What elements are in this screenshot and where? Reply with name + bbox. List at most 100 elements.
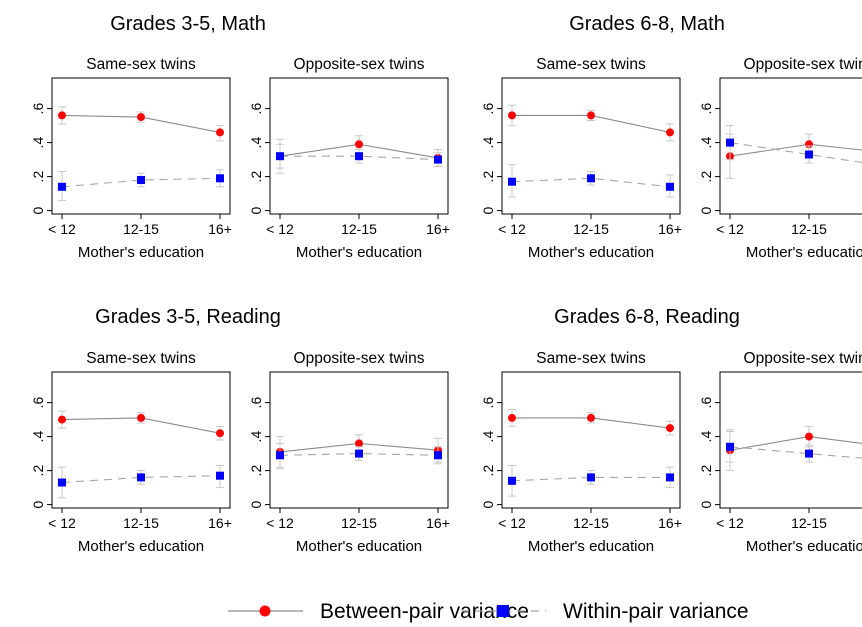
group-title: Grades 3-5, Math [110, 13, 266, 35]
point-between [58, 415, 66, 424]
x-tick-label: 12-15 [123, 221, 159, 237]
x-tick-label: 16+ [208, 515, 232, 531]
y-tick-label: 0 [248, 206, 264, 214]
y-tick-label: .4 [248, 137, 264, 149]
point-within [58, 478, 66, 487]
point-between [137, 413, 145, 422]
point-within [587, 174, 595, 183]
group-title: Grades 6-8, Reading [554, 306, 740, 328]
panel-title: Opposite-sex twins [294, 350, 425, 367]
point-within [508, 476, 516, 485]
x-tick-label: 12-15 [573, 515, 609, 531]
y-tick-label: .2 [698, 171, 714, 183]
y-tick-label: .6 [698, 103, 714, 115]
x-tick-label: < 12 [716, 515, 744, 531]
y-tick-label: 0 [30, 500, 46, 508]
point-within [587, 473, 595, 482]
x-tick-label: < 12 [498, 221, 526, 237]
y-tick-label: .6 [248, 103, 264, 115]
y-tick-label: .2 [30, 171, 46, 183]
plot-frame [51, 77, 231, 215]
plot-frame [51, 371, 231, 509]
point-between [666, 424, 674, 433]
x-axis-title: Mother's education [78, 538, 204, 555]
y-tick-label: .4 [480, 137, 496, 149]
point-between [355, 140, 363, 149]
x-tick-label: 12-15 [791, 221, 827, 237]
x-axis-title: Mother's education [528, 538, 654, 555]
x-tick-label: < 12 [48, 515, 76, 531]
panel-title: Same-sex twins [536, 350, 646, 367]
point-within [666, 473, 674, 482]
point-between [58, 111, 66, 120]
y-tick-label: .6 [480, 397, 496, 409]
x-tick-label: < 12 [498, 515, 526, 531]
y-tick-label: .6 [30, 397, 46, 409]
panel: Same-sex twins 0 .2 .4 .6 < 12 12-15 16+Mother'… [480, 350, 682, 555]
y-tick-label: .2 [248, 465, 264, 477]
point-within [726, 138, 734, 147]
x-tick-label: < 12 [266, 221, 294, 237]
series-line-within [511, 476, 670, 482]
y-tick-label: .6 [248, 397, 264, 409]
x-axis-title: Mother's education [746, 244, 862, 261]
x-tick-label: < 12 [48, 221, 76, 237]
point-within [137, 473, 145, 482]
point-within [726, 442, 734, 451]
point-within [434, 155, 442, 164]
series-line-within [61, 475, 221, 484]
y-tick-label: 0 [698, 206, 714, 214]
point-between [508, 413, 516, 422]
group-title: Grades 3-5, Reading [95, 306, 281, 328]
x-axis-title: Mother's education [528, 244, 654, 261]
series-line-within [280, 155, 439, 161]
series-line-within [61, 177, 221, 188]
x-tick-label: 16+ [208, 221, 232, 237]
y-tick-label: .4 [698, 431, 714, 443]
point-within [58, 182, 66, 191]
x-tick-label: 12-15 [341, 515, 377, 531]
x-tick-label: < 12 [266, 515, 294, 531]
x-axis-title: Mother's education [296, 538, 422, 555]
point-within [805, 150, 813, 159]
y-tick-label: .2 [30, 465, 46, 477]
point-within [355, 152, 363, 161]
x-tick-label: 12-15 [573, 221, 609, 237]
x-axis-title: Mother's education [78, 244, 204, 261]
x-axis-title: Mother's education [746, 538, 862, 555]
y-tick-label: .2 [698, 465, 714, 477]
x-tick-label: 16+ [426, 515, 450, 531]
panel: Same-sex twins 0 .2 .4 .6 < 12 12-15 16+Mother'… [480, 56, 682, 261]
point-between [216, 128, 224, 137]
x-tick-label: 12-15 [791, 515, 827, 531]
y-tick-label: 0 [248, 500, 264, 508]
legend-within-label: Within-pair variance [563, 600, 749, 623]
x-tick-label: 16+ [426, 221, 450, 237]
point-within [276, 152, 284, 161]
y-tick-label: .2 [480, 171, 496, 183]
legend-within-marker [497, 605, 509, 617]
y-tick-label: .4 [698, 137, 714, 149]
point-between [355, 439, 363, 448]
y-tick-label: .2 [480, 465, 496, 477]
x-tick-label: < 12 [716, 221, 744, 237]
plot-frame [501, 371, 681, 509]
series-line-within [279, 453, 439, 456]
panel-title: Opposite-sex twins [294, 56, 425, 73]
y-tick-label: 0 [30, 206, 46, 214]
y-tick-label: .6 [698, 397, 714, 409]
series-line-within [511, 177, 671, 188]
legend-between-marker [259, 605, 271, 617]
point-within [216, 471, 224, 480]
legend-between-label: Between-pair variance [320, 600, 529, 623]
point-within [508, 177, 516, 186]
panel-title: Opposite-sex twins [744, 350, 862, 367]
plot-frame [719, 77, 862, 215]
point-between [216, 429, 224, 438]
